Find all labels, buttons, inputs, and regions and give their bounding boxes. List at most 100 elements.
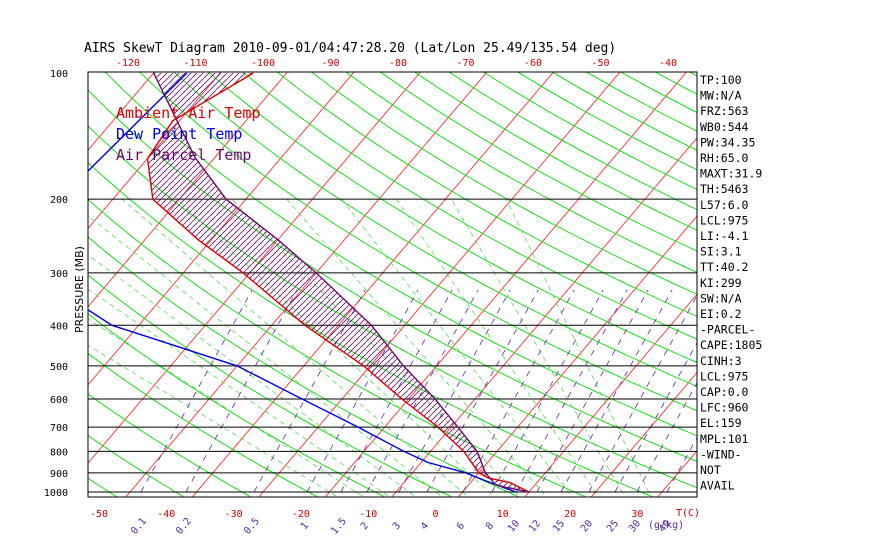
dry-adiabat [88,434,185,497]
isotherm [457,215,697,497]
moist-adiabat [88,215,443,497]
index-readout: MW:N/A [700,89,742,103]
mixing-ratio-label: 4 [419,521,431,533]
dry-adiabat [207,72,697,363]
dry-adiabat [276,72,697,317]
mixing-ratio-line [636,382,697,493]
dry-adiabat [809,64,870,502]
ambient-temp-line [146,72,530,493]
index-readout: FRZ:563 [700,104,749,118]
index-readout: TH:5463 [700,182,749,196]
bottom-temp-tick: 0 [432,509,438,520]
mixing-ratio-label: 3 [391,521,403,533]
moist-adiabat [341,198,574,497]
mixing-ratio-label: 10 [506,518,522,534]
bottom-temp-tick: -40 [157,509,175,520]
index-readout: CAPE:1805 [700,338,762,352]
pressure-label: 1000 [44,488,68,499]
mixing-ratio-line [340,289,453,493]
index-readout: AVAIL [700,479,735,493]
index-readout: SI:3.1 [700,245,742,259]
isotherm [324,72,688,497]
mixing-ratio-unit: (g/kg) [648,520,684,531]
chart-title: AIRS SkewT Diagram 2010-09-01/04:47:28.2… [84,41,616,56]
index-readout: L57:6.0 [700,198,749,212]
pressure-label: 500 [50,362,68,373]
pressure-label: 400 [50,321,68,332]
index-readout: PW:34.35 [700,135,755,149]
top-temp-tick: -40 [659,58,677,69]
dry-adiabat [242,72,697,340]
dry-adiabat [88,313,387,497]
top-temp-tick: -120 [116,58,140,69]
mixing-ratio-line [426,289,539,493]
bottom-temp-tick: -50 [90,509,108,520]
mixing-ratio-line [666,436,697,493]
top-temp-tick: -70 [456,58,474,69]
index-readout: KI:299 [700,276,742,290]
isotherm [88,72,289,308]
index-readout: -WIND- [700,447,742,461]
index-readout: TT:40.2 [700,260,748,274]
mixing-ratio-line [614,342,697,493]
mixing-ratio-label: 12 [527,518,543,534]
dry-adiabat [843,64,870,502]
legend-entry: Ambient Air Temp [116,104,261,122]
mixing-ratio-line [306,289,419,493]
grid-layer [0,64,870,502]
legend: Ambient Air Temp Dew Point Temp Air Parcel… [116,104,261,164]
index-readout: MPL:101 [700,432,749,446]
dry-adiabat [138,72,697,412]
bottom-temp-tick: -20 [292,509,310,520]
moist-adiabat [286,198,548,497]
plot-frame [87,71,698,498]
dry-adiabat [173,72,697,387]
moist-adiabat [505,198,652,497]
index-readout: -PARCEL- [700,323,755,337]
bottom-temp-tick: 20 [564,509,576,520]
moist-adiabat [88,318,365,497]
pressure-label: 100 [50,69,68,80]
bottom-temp-tick: 30 [631,509,643,520]
index-readout: LI:-4.1 [700,229,749,243]
index-readout: LFC:960 [700,401,749,415]
mixing-ratio-line [536,289,649,493]
index-readout: SW:N/A [700,291,742,305]
moist-adiabat [88,254,417,497]
index-readout: NOT [700,463,721,477]
index-readout: RH:65.0 [700,151,749,165]
dry-adiabat [0,64,57,502]
isotherm [787,64,870,501]
isotherm [191,72,555,497]
index-readout: EL:159 [700,416,742,430]
mixing-ratio-label: 2 [359,521,371,533]
bottom-temp-tick: -30 [225,509,243,520]
mixing-ratio-label: 1 [299,521,311,533]
mixing-ratio-label: 6 [455,521,467,533]
pressure-label: 900 [50,469,68,480]
mixing-ratio-line [366,289,479,493]
dry-adiabat [345,72,697,273]
index-readout: TP:100 [700,73,742,87]
moist-adiabat [121,198,469,497]
pressure-label: 700 [50,423,68,434]
isotherm [0,64,29,501]
isotherm [88,72,156,151]
dry-adiabat [482,72,697,190]
index-readout: LCL:975 [700,369,748,383]
mixing-ratio-label: 25 [605,518,621,534]
dry-adiabat [88,393,252,497]
top-temp-tick: -50 [591,58,609,69]
dry-adiabat [104,72,697,437]
top-temp-tick: -110 [183,58,207,69]
isotherm [524,293,697,497]
legend-entry: Dew Point Temp [116,125,242,143]
pressure-label: 200 [50,195,68,206]
index-readout: CINH:3 [700,354,742,368]
dry-adiabat [379,72,697,252]
dry-adiabat [88,352,319,497]
mixing-ratio-line [185,289,298,493]
index-readout: WB0:544 [700,120,749,134]
